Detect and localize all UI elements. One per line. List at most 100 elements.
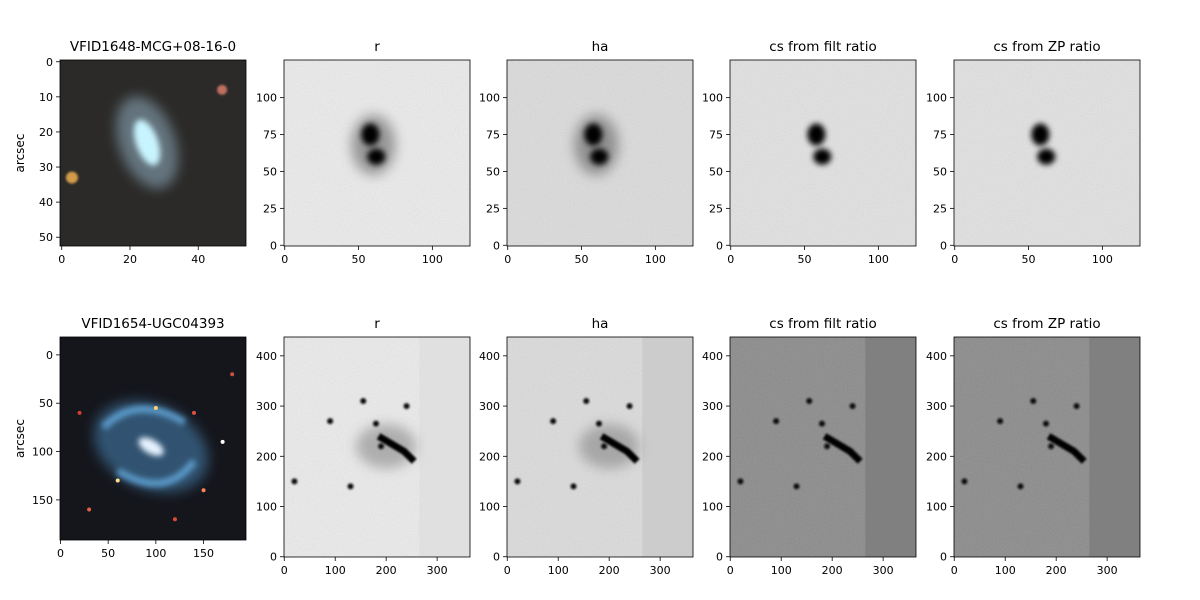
y-tick-label: 25 (263, 202, 277, 215)
star (192, 410, 197, 415)
y-tick-label: 50 (39, 231, 53, 244)
panel-title: ha (592, 316, 609, 332)
y-tick-label: 400 (256, 350, 277, 363)
x-tick-label: 100 (645, 253, 666, 266)
compact-source (824, 443, 831, 450)
y-tick-label: 100 (479, 92, 500, 105)
y-tick-label: 200 (256, 450, 277, 463)
star (201, 488, 206, 493)
galaxy-halo (356, 424, 417, 469)
x-tick-label: 100 (422, 253, 443, 266)
panel: VFID1654-UGC04393 arcsec 0 50 100 150 0 50 100 15… (13, 316, 247, 560)
compact-source (1017, 483, 1024, 490)
image (284, 60, 470, 246)
panel-title: ha (592, 39, 609, 55)
compact-source (1030, 398, 1037, 405)
compact-source (570, 483, 577, 490)
compact-source (806, 398, 813, 405)
x-tick-label: 0 (951, 564, 958, 577)
y-tick-label: 40 (39, 196, 53, 209)
compact-source (1073, 403, 1080, 410)
galaxy-knot (1037, 148, 1056, 165)
galaxy-arm (599, 433, 640, 464)
spiral-arm (100, 405, 197, 487)
star (172, 517, 177, 522)
x-tick-label: 50 (101, 547, 115, 560)
compact-source (793, 483, 800, 490)
compact-source (737, 478, 744, 485)
x-tick-label: 300 (873, 564, 894, 577)
compact-source (514, 478, 521, 485)
image (730, 60, 916, 246)
y-tick-label: 0 (270, 551, 277, 564)
y-tick-label: 25 (709, 202, 723, 215)
x-tick-label: 300 (1097, 564, 1118, 577)
panel: cs from filt ratio 0 100 200 300 0 100 200 300 40… (702, 316, 917, 577)
galaxy-knot (590, 148, 609, 165)
x-tick-label: 100 (995, 564, 1016, 577)
compact-source (595, 420, 602, 427)
x-tick-label: 300 (427, 564, 448, 577)
y-tick-label: 30 (39, 161, 53, 174)
y-tick-label: 100 (256, 501, 277, 514)
image (60, 60, 246, 246)
y-tick-label: 100 (926, 92, 947, 105)
panel: r 0 100 200 300 0 100 200 300 400 (256, 316, 471, 577)
compact-source (372, 420, 379, 427)
x-tick-label: 100 (145, 547, 166, 560)
axes-frame (59, 59, 247, 247)
image (954, 60, 1140, 246)
x-tick-label: 50 (575, 253, 589, 266)
y-tick-label: 400 (926, 350, 947, 363)
y-tick-label: 0 (270, 239, 277, 252)
compact-source (347, 483, 354, 490)
star (65, 171, 78, 184)
panel: ha 0 100 200 300 0 100 200 300 400 (479, 316, 694, 577)
x-tick-label: 0 (951, 253, 958, 266)
y-tick-label: 100 (702, 501, 723, 514)
y-tick-label: 300 (926, 400, 947, 413)
no-data-region (865, 337, 916, 557)
y-tick-label: 50 (933, 165, 947, 178)
no-data-region (419, 337, 470, 557)
y-axis-label: arcsec (13, 419, 27, 458)
y-tick-label: 100 (926, 501, 947, 514)
galaxy-knot (813, 148, 832, 165)
y-tick-label: 50 (709, 165, 723, 178)
compact-source (818, 420, 825, 427)
x-tick-label: 200 (599, 564, 620, 577)
panel-title: r (374, 39, 380, 55)
galaxy-knot (367, 148, 386, 165)
y-tick-label: 25 (933, 202, 947, 215)
galaxy-arm (1046, 433, 1087, 464)
image (954, 337, 1140, 557)
y-tick-label: 200 (479, 450, 500, 463)
x-tick-label: 200 (1046, 564, 1067, 577)
y-tick-label: 100 (32, 446, 53, 459)
star (115, 478, 120, 483)
galaxy-knot (807, 123, 826, 146)
compact-source (378, 443, 385, 450)
image (507, 337, 693, 557)
x-tick-label: 150 (193, 547, 214, 560)
panel-title: cs from filt ratio (769, 316, 876, 332)
y-tick-label: 300 (256, 400, 277, 413)
image (284, 337, 470, 557)
no-data-region (1089, 337, 1140, 557)
y-tick-label: 400 (479, 350, 500, 363)
y-tick-label: 100 (702, 92, 723, 105)
y-tick-label: 100 (479, 501, 500, 514)
x-tick-label: 0 (281, 564, 288, 577)
y-tick-label: 25 (486, 202, 500, 215)
star (77, 410, 82, 415)
compact-source (291, 478, 298, 485)
x-tick-label: 100 (1092, 253, 1113, 266)
x-tick-label: 200 (376, 564, 397, 577)
y-tick-label: 50 (263, 165, 277, 178)
panel: r 0 50 100 0 25 50 75 100 (256, 39, 471, 266)
y-tick-label: 0 (940, 551, 947, 564)
x-tick-label: 0 (504, 253, 511, 266)
x-tick-label: 0 (281, 253, 288, 266)
compact-source (360, 398, 367, 405)
panel-title: cs from ZP ratio (993, 316, 1100, 332)
